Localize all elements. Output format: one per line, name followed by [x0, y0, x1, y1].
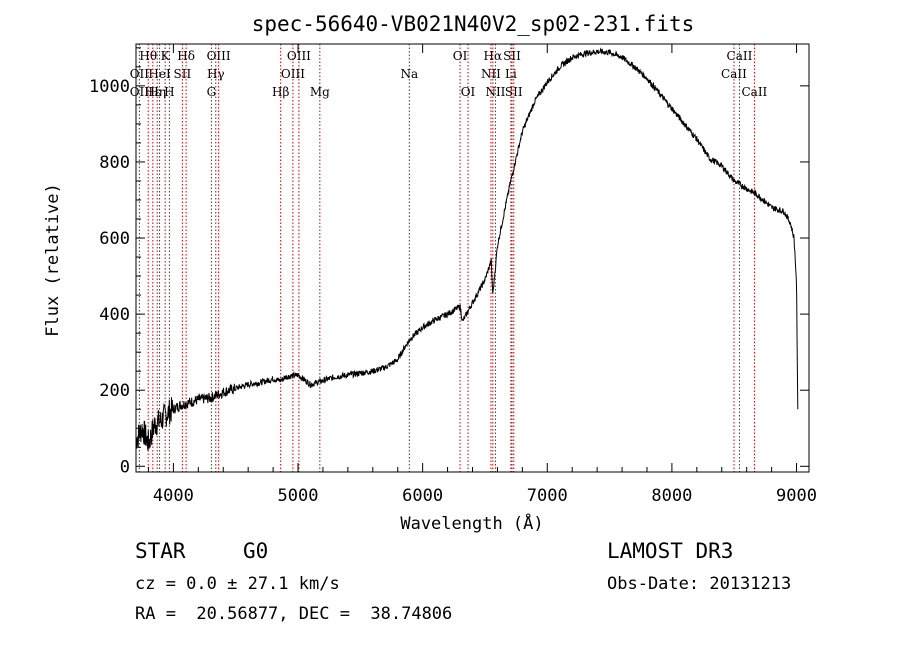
x-axis-ticks: 4000 5000 6000 7000 8000 9000	[147, 44, 817, 506]
line-label: OI	[453, 49, 468, 63]
object-subclass: G0	[243, 539, 269, 563]
plot-frame	[135, 43, 810, 473]
y-tick-label: 1000	[89, 77, 130, 97]
y-tick-label: 0	[120, 457, 130, 477]
line-label: Na	[400, 67, 418, 81]
y-axis-label: Flux (relative)	[43, 183, 63, 337]
spectrum-series-line	[135, 47, 799, 452]
line-label: OII	[130, 67, 150, 81]
x-tick-label: 5000	[278, 486, 319, 506]
line-label: Li	[505, 67, 517, 81]
line-label: CaII	[721, 67, 747, 81]
line-label: H	[164, 85, 174, 99]
line-label: Hθ	[139, 49, 157, 63]
line-label: HeI	[148, 67, 171, 81]
y-tick-label: 200	[99, 381, 130, 401]
coordinates-readout: RA = 20.56877, DEC = 38.74806	[135, 604, 453, 624]
line-label: OIII	[207, 49, 231, 63]
object-class: STAR	[135, 539, 186, 563]
chart-title: spec-56640-VB021N40V2_sp02-231.fits	[252, 12, 695, 36]
x-tick-label: 4000	[153, 486, 194, 506]
y-tick-label: 800	[99, 153, 130, 173]
line-label: Hβ	[272, 85, 289, 99]
line-label: K	[161, 49, 171, 63]
line-label: CaII	[727, 49, 753, 63]
y-tick-label: 400	[99, 305, 130, 325]
line-label: OIII	[281, 67, 305, 81]
y-axis-ticks: 0 200 400 600 800 1000	[89, 47, 809, 477]
x-tick-label: 8000	[651, 486, 692, 506]
emission-line-markers	[138, 44, 755, 472]
line-label: OII	[130, 85, 150, 99]
line-label: Hη	[148, 85, 166, 99]
line-label: G	[207, 85, 217, 99]
line-label: SII	[503, 49, 521, 63]
line-label: Hγ	[207, 67, 225, 81]
x-tick-label: 7000	[527, 486, 568, 506]
x-tick-label: 9000	[776, 486, 817, 506]
line-label: OIII	[287, 49, 311, 63]
observation-date: Obs-Date: 20131213	[607, 574, 792, 594]
line-label: SII	[174, 67, 192, 81]
x-axis-label: Wavelength (Å)	[400, 512, 543, 534]
survey-name: LAMOST DR3	[607, 539, 734, 563]
redshift-readout: cz = 0.0 ± 27.1 km/s	[135, 574, 340, 594]
line-label: Hε	[144, 85, 161, 99]
y-tick-label: 600	[99, 229, 130, 249]
x-tick-label: 6000	[402, 486, 443, 506]
line-label: CaII	[741, 85, 767, 99]
line-label: NII	[485, 85, 505, 99]
line-label: Hδ	[177, 49, 195, 63]
line-label: Hα	[484, 49, 503, 63]
line-label: Mg	[310, 85, 330, 99]
line-label: OI	[461, 85, 476, 99]
line-label: SII	[505, 85, 523, 99]
line-label: NII	[481, 67, 501, 81]
